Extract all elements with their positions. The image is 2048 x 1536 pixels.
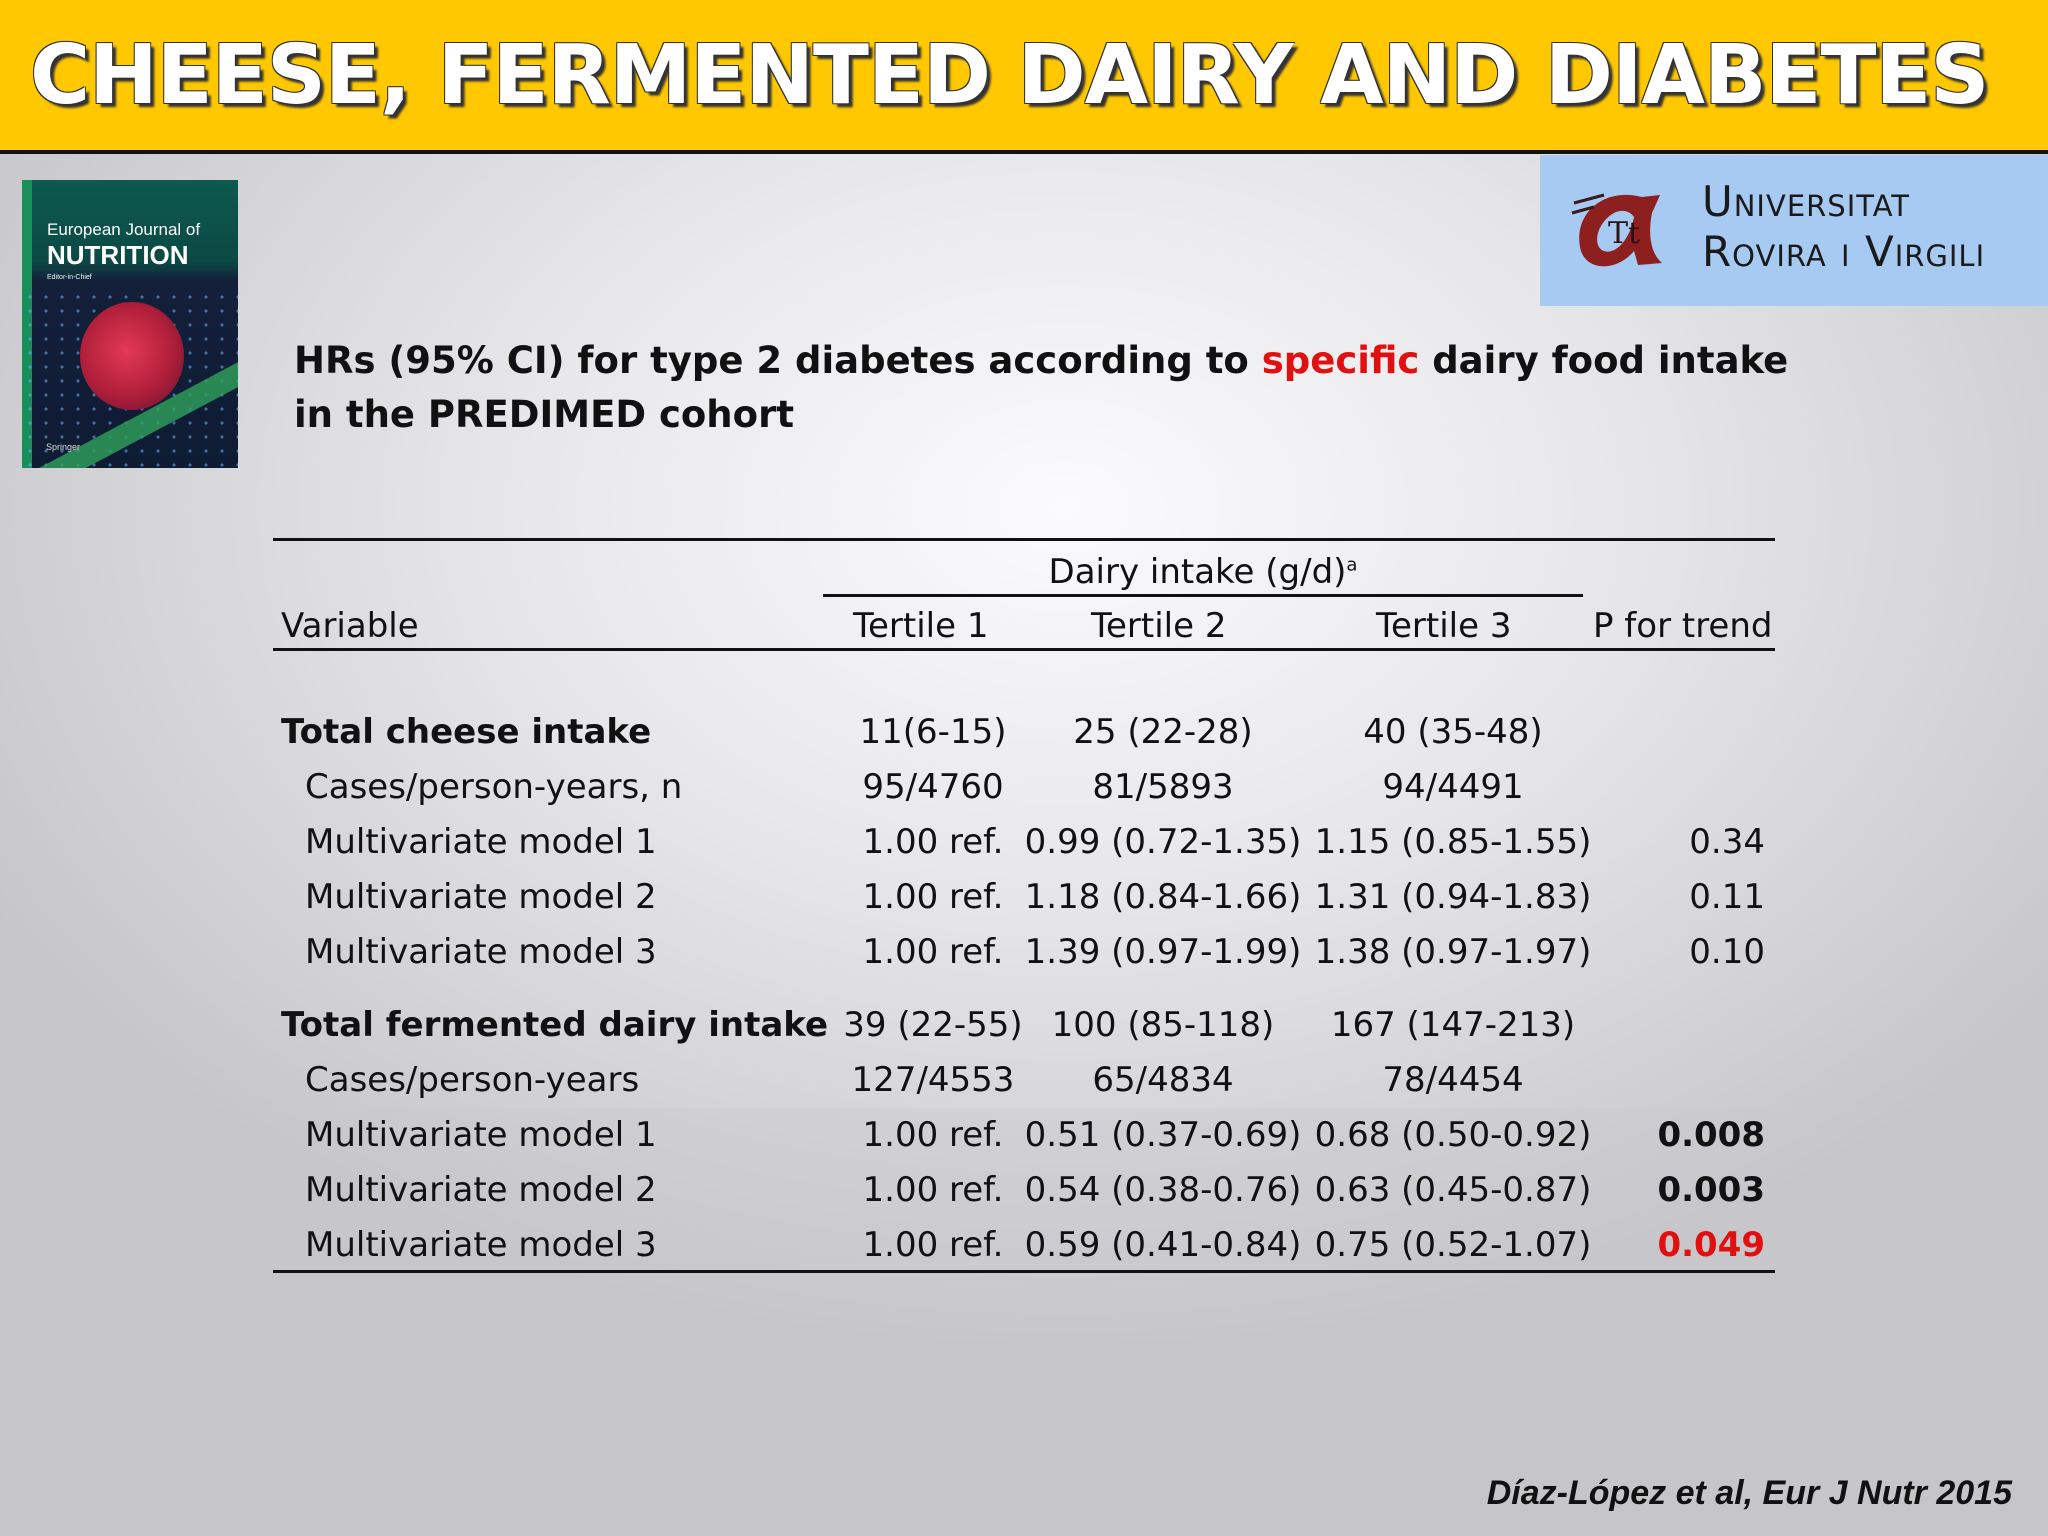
row-label: Total cheese intake — [281, 712, 652, 752]
cell-tertile2: 25 (22-28) — [1073, 712, 1253, 752]
cell-tertile1: 11(6-15) — [859, 712, 1007, 752]
cover-journal-line1: European Journal of — [47, 220, 201, 239]
table-row: Total cheese intake 11(6-15) 25 (22-28) … — [273, 712, 1775, 760]
caption-highlight: specific — [1261, 339, 1420, 382]
cell-tertile3: 1.38 (0.97-1.97) — [1314, 932, 1592, 972]
cell-tertile1: 1.00 ref. — [862, 932, 1004, 972]
cell-tertile2: 0.59 (0.41-0.84) — [1024, 1225, 1302, 1265]
row-label: Cases/person-years — [305, 1060, 640, 1100]
cell-p-trend: 0.003 — [1657, 1170, 1765, 1210]
row-label: Multivariate model 1 — [305, 1115, 657, 1155]
row-label: Multivariate model 3 — [305, 1225, 657, 1265]
cell-tertile2: 0.54 (0.38-0.76) — [1024, 1170, 1302, 1210]
group-header-text: Dairy intake (g/d) — [1048, 552, 1347, 592]
cell-p-trend: 0.34 — [1689, 822, 1765, 862]
cell-tertile2: 1.39 (0.97-1.99) — [1024, 932, 1302, 972]
table-row: Multivariate model 2 1.00 ref. 1.18 (0.8… — [273, 877, 1775, 925]
university-logo: Tt Universitat Rovira i Virgili — [1540, 155, 2048, 306]
cell-tertile3: 1.15 (0.85-1.55) — [1314, 822, 1592, 862]
cell-tertile2: 100 (85-118) — [1051, 1005, 1275, 1045]
row-label: Total fermented dairy intake — [281, 1005, 829, 1045]
col-header-tertile1: Tertile 1 — [853, 606, 989, 646]
col-header-variable: Variable — [281, 606, 419, 646]
cell-tertile1: 1.00 ref. — [862, 1115, 1004, 1155]
table-row: Multivariate model 1 1.00 ref. 0.51 (0.3… — [273, 1115, 1775, 1163]
journal-cover-image: European Journal of NUTRITION Editor-in-… — [22, 180, 238, 468]
cell-tertile2: 0.51 (0.37-0.69) — [1024, 1115, 1302, 1155]
cell-tertile3: 94/4491 — [1382, 767, 1524, 807]
table-row: Multivariate model 2 1.00 ref. 0.54 (0.3… — [273, 1170, 1775, 1218]
university-name-line1: Universitat — [1702, 177, 1911, 226]
cell-p-trend: 0.11 — [1689, 877, 1765, 917]
svg-text:Tt: Tt — [1608, 216, 1640, 251]
cell-tertile3: 0.63 (0.45-0.87) — [1314, 1170, 1592, 1210]
university-emblem-icon: Tt — [1571, 193, 1662, 267]
university-name-line2: Rovira i Virgili — [1702, 227, 1986, 276]
cell-tertile1: 39 (22-55) — [843, 1005, 1023, 1045]
cell-tertile1: 127/4553 — [851, 1060, 1015, 1100]
cell-p-trend: 0.049 — [1657, 1225, 1765, 1265]
caption-part2: dairy food intake in the PREDIMED cohort — [294, 339, 1789, 436]
cover-cell-illustration — [80, 302, 184, 410]
cover-editor: Editor-in-Chief — [47, 274, 92, 281]
cell-tertile3: 78/4454 — [1382, 1060, 1524, 1100]
col-header-p-trend: P for trend — [1593, 606, 1773, 646]
cell-tertile1: 1.00 ref. — [862, 877, 1004, 917]
citation: Díaz-López et al, Eur J Nutr 2015 — [1486, 1474, 2012, 1512]
col-header-tertile2: Tertile 2 — [1091, 606, 1227, 646]
cell-tertile1: 1.00 ref. — [862, 1170, 1004, 1210]
cell-tertile3: 0.75 (0.52-1.07) — [1314, 1225, 1592, 1265]
cover-publisher: Springer — [46, 442, 81, 452]
cell-tertile1: 1.00 ref. — [862, 1225, 1004, 1265]
table-row: Multivariate model 3 1.00 ref. 1.39 (0.9… — [273, 932, 1775, 980]
row-label: Multivariate model 3 — [305, 932, 657, 972]
cell-tertile3: 0.68 (0.50-0.92) — [1314, 1115, 1592, 1155]
row-label: Multivariate model 2 — [305, 877, 657, 917]
cover-journal-line2: NUTRITION — [47, 240, 189, 270]
table-bottom-rule — [273, 1270, 1775, 1273]
table-top-rule — [273, 538, 1775, 541]
cell-tertile2: 81/5893 — [1092, 767, 1234, 807]
cell-tertile1: 1.00 ref. — [862, 822, 1004, 862]
table-row: Cases/person-years, n 95/4760 81/5893 94… — [273, 767, 1775, 815]
table-row: Total fermented dairy intake 39 (22-55) … — [273, 1005, 1775, 1053]
col-header-tertile3: Tertile 3 — [1376, 606, 1512, 646]
row-label: Multivariate model 1 — [305, 822, 657, 862]
row-label: Multivariate model 2 — [305, 1170, 657, 1210]
cell-p-trend: 0.008 — [1657, 1115, 1765, 1155]
table-row: Multivariate model 1 1.00 ref. 0.99 (0.7… — [273, 822, 1775, 870]
slide-title: CHEESE, FERMENTED DAIRY AND DIABETES — [30, 28, 1989, 123]
highlighted-rows-background — [273, 1108, 1775, 1270]
table-row: Cases/person-years 127/4553 65/4834 78/4… — [273, 1060, 1775, 1108]
row-label: Cases/person-years, n — [305, 767, 683, 807]
cell-tertile2: 0.99 (0.72-1.35) — [1024, 822, 1302, 862]
cell-p-trend: 0.10 — [1689, 932, 1765, 972]
table-row: Multivariate model 3 1.00 ref. 0.59 (0.4… — [273, 1225, 1775, 1273]
cell-tertile2: 1.18 (0.84-1.66) — [1024, 877, 1302, 917]
group-header: Dairy intake (g/d)a — [823, 552, 1583, 592]
group-header-footnote: a — [1346, 554, 1358, 576]
table-header-rule — [273, 648, 1775, 651]
table-caption: HRs (95% CI) for type 2 diabetes accordi… — [294, 334, 1794, 442]
cell-tertile3: 40 (35-48) — [1363, 712, 1543, 752]
cell-tertile3: 167 (147-213) — [1330, 1005, 1576, 1045]
cell-tertile1: 95/4760 — [862, 767, 1004, 807]
caption-part1: HRs (95% CI) for type 2 diabetes accordi… — [294, 339, 1262, 382]
cell-tertile2: 65/4834 — [1092, 1060, 1234, 1100]
group-header-rule — [823, 594, 1583, 597]
cell-tertile3: 1.31 (0.94-1.83) — [1314, 877, 1592, 917]
title-bar: CHEESE, FERMENTED DAIRY AND DIABETES — [0, 0, 2048, 154]
